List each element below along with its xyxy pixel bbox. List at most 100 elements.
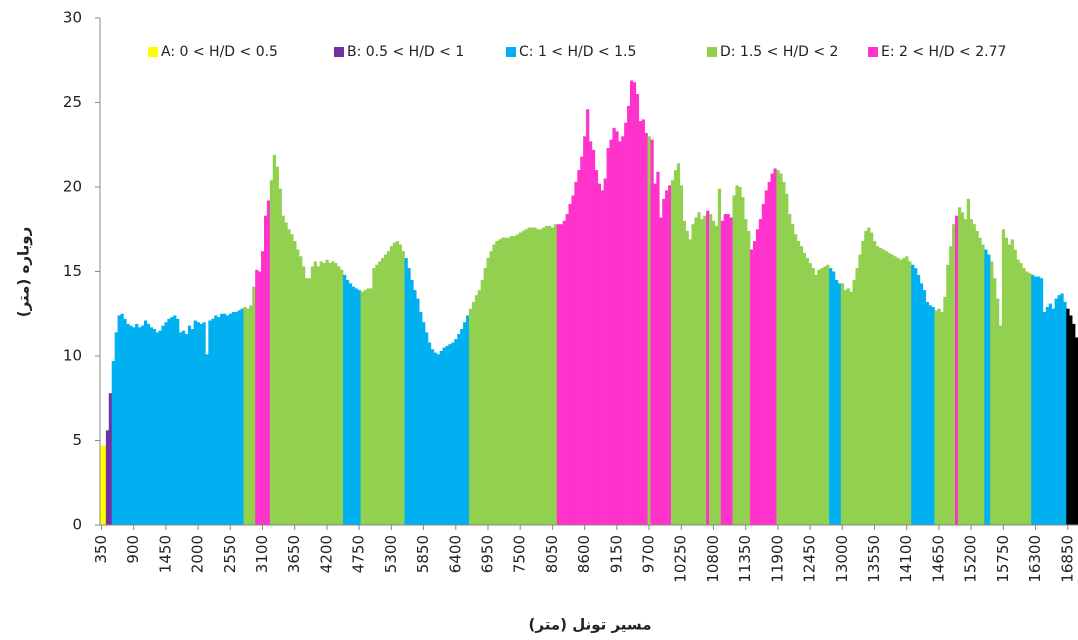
bar bbox=[433, 352, 438, 525]
x-tick-label: 1450 bbox=[156, 535, 174, 573]
bar bbox=[386, 251, 391, 525]
bar bbox=[138, 327, 142, 525]
x-tick-label: 9150 bbox=[607, 535, 625, 573]
bar bbox=[946, 264, 950, 525]
bar bbox=[764, 190, 768, 525]
bar bbox=[875, 246, 880, 525]
bar bbox=[697, 212, 701, 525]
bar bbox=[179, 332, 183, 525]
bar bbox=[899, 259, 903, 525]
bar bbox=[1010, 239, 1014, 525]
bar bbox=[360, 291, 364, 525]
bar bbox=[143, 320, 148, 525]
bar bbox=[916, 274, 921, 525]
bar bbox=[802, 252, 806, 525]
bar bbox=[627, 105, 631, 525]
bar bbox=[928, 305, 932, 525]
bar bbox=[629, 80, 634, 525]
bar bbox=[269, 180, 274, 526]
bar bbox=[530, 227, 534, 525]
bar bbox=[785, 193, 789, 525]
bar bbox=[553, 224, 558, 525]
legend-swatch bbox=[707, 47, 717, 57]
y-tick-label: 20 bbox=[63, 178, 82, 196]
bar bbox=[422, 322, 426, 525]
bar bbox=[834, 279, 839, 525]
bar bbox=[574, 181, 578, 525]
bar bbox=[158, 330, 162, 525]
bar bbox=[375, 264, 379, 525]
bar bbox=[515, 234, 520, 525]
bar bbox=[867, 227, 871, 525]
bar bbox=[580, 156, 584, 525]
bar bbox=[1031, 274, 1035, 525]
x-tick-label: 14100 bbox=[897, 535, 915, 583]
bar bbox=[600, 190, 604, 525]
bar bbox=[281, 215, 285, 526]
legend-swatch bbox=[148, 47, 158, 57]
legend-swatch bbox=[868, 47, 878, 57]
bar bbox=[140, 325, 145, 525]
bar bbox=[410, 279, 414, 525]
bar bbox=[943, 296, 947, 525]
y-tick-label: 0 bbox=[72, 516, 82, 534]
bar bbox=[1060, 293, 1064, 525]
bar bbox=[952, 224, 956, 525]
bar bbox=[694, 217, 698, 526]
bar bbox=[181, 330, 186, 525]
bar bbox=[568, 203, 572, 525]
bar bbox=[184, 334, 189, 525]
bar bbox=[252, 286, 256, 525]
bar bbox=[960, 212, 965, 525]
bar bbox=[486, 257, 490, 525]
bar bbox=[357, 290, 361, 525]
bar bbox=[545, 225, 549, 525]
bar bbox=[149, 327, 154, 525]
x-tick-label: 7500 bbox=[511, 535, 529, 573]
bar bbox=[351, 286, 356, 525]
bar bbox=[135, 323, 139, 525]
bar bbox=[266, 200, 271, 525]
bar bbox=[887, 252, 891, 525]
bar bbox=[518, 232, 522, 525]
bar bbox=[682, 220, 686, 526]
bar bbox=[442, 347, 446, 525]
bar bbox=[703, 215, 707, 526]
x-tick-label: 4200 bbox=[317, 535, 335, 573]
bar bbox=[955, 215, 959, 526]
x-tick-label: 11350 bbox=[736, 535, 754, 583]
bar bbox=[624, 122, 628, 525]
bar bbox=[793, 234, 798, 525]
bar bbox=[755, 229, 760, 525]
bar bbox=[100, 445, 104, 525]
bar bbox=[1007, 244, 1011, 525]
bar bbox=[670, 180, 675, 526]
bar bbox=[114, 332, 118, 525]
bar bbox=[706, 210, 710, 525]
bar bbox=[603, 178, 607, 526]
bar bbox=[407, 268, 411, 525]
bar bbox=[975, 230, 979, 525]
bar bbox=[688, 239, 692, 525]
bar bbox=[618, 141, 622, 525]
bar bbox=[984, 249, 988, 525]
bar bbox=[752, 241, 757, 525]
bar bbox=[1054, 298, 1058, 525]
bar bbox=[571, 195, 575, 525]
bar bbox=[293, 241, 297, 525]
bar bbox=[720, 220, 724, 526]
x-tick-label: 3100 bbox=[253, 535, 271, 573]
bar bbox=[220, 313, 224, 525]
bar bbox=[679, 185, 684, 525]
bar bbox=[331, 261, 335, 525]
bar bbox=[665, 190, 669, 525]
bar bbox=[729, 217, 733, 526]
bar bbox=[199, 323, 203, 525]
bar bbox=[741, 197, 745, 525]
bar bbox=[190, 328, 195, 525]
bar bbox=[187, 325, 192, 525]
bar bbox=[129, 325, 133, 525]
bar bbox=[504, 237, 508, 525]
bar bbox=[914, 268, 918, 525]
bar bbox=[647, 136, 651, 526]
